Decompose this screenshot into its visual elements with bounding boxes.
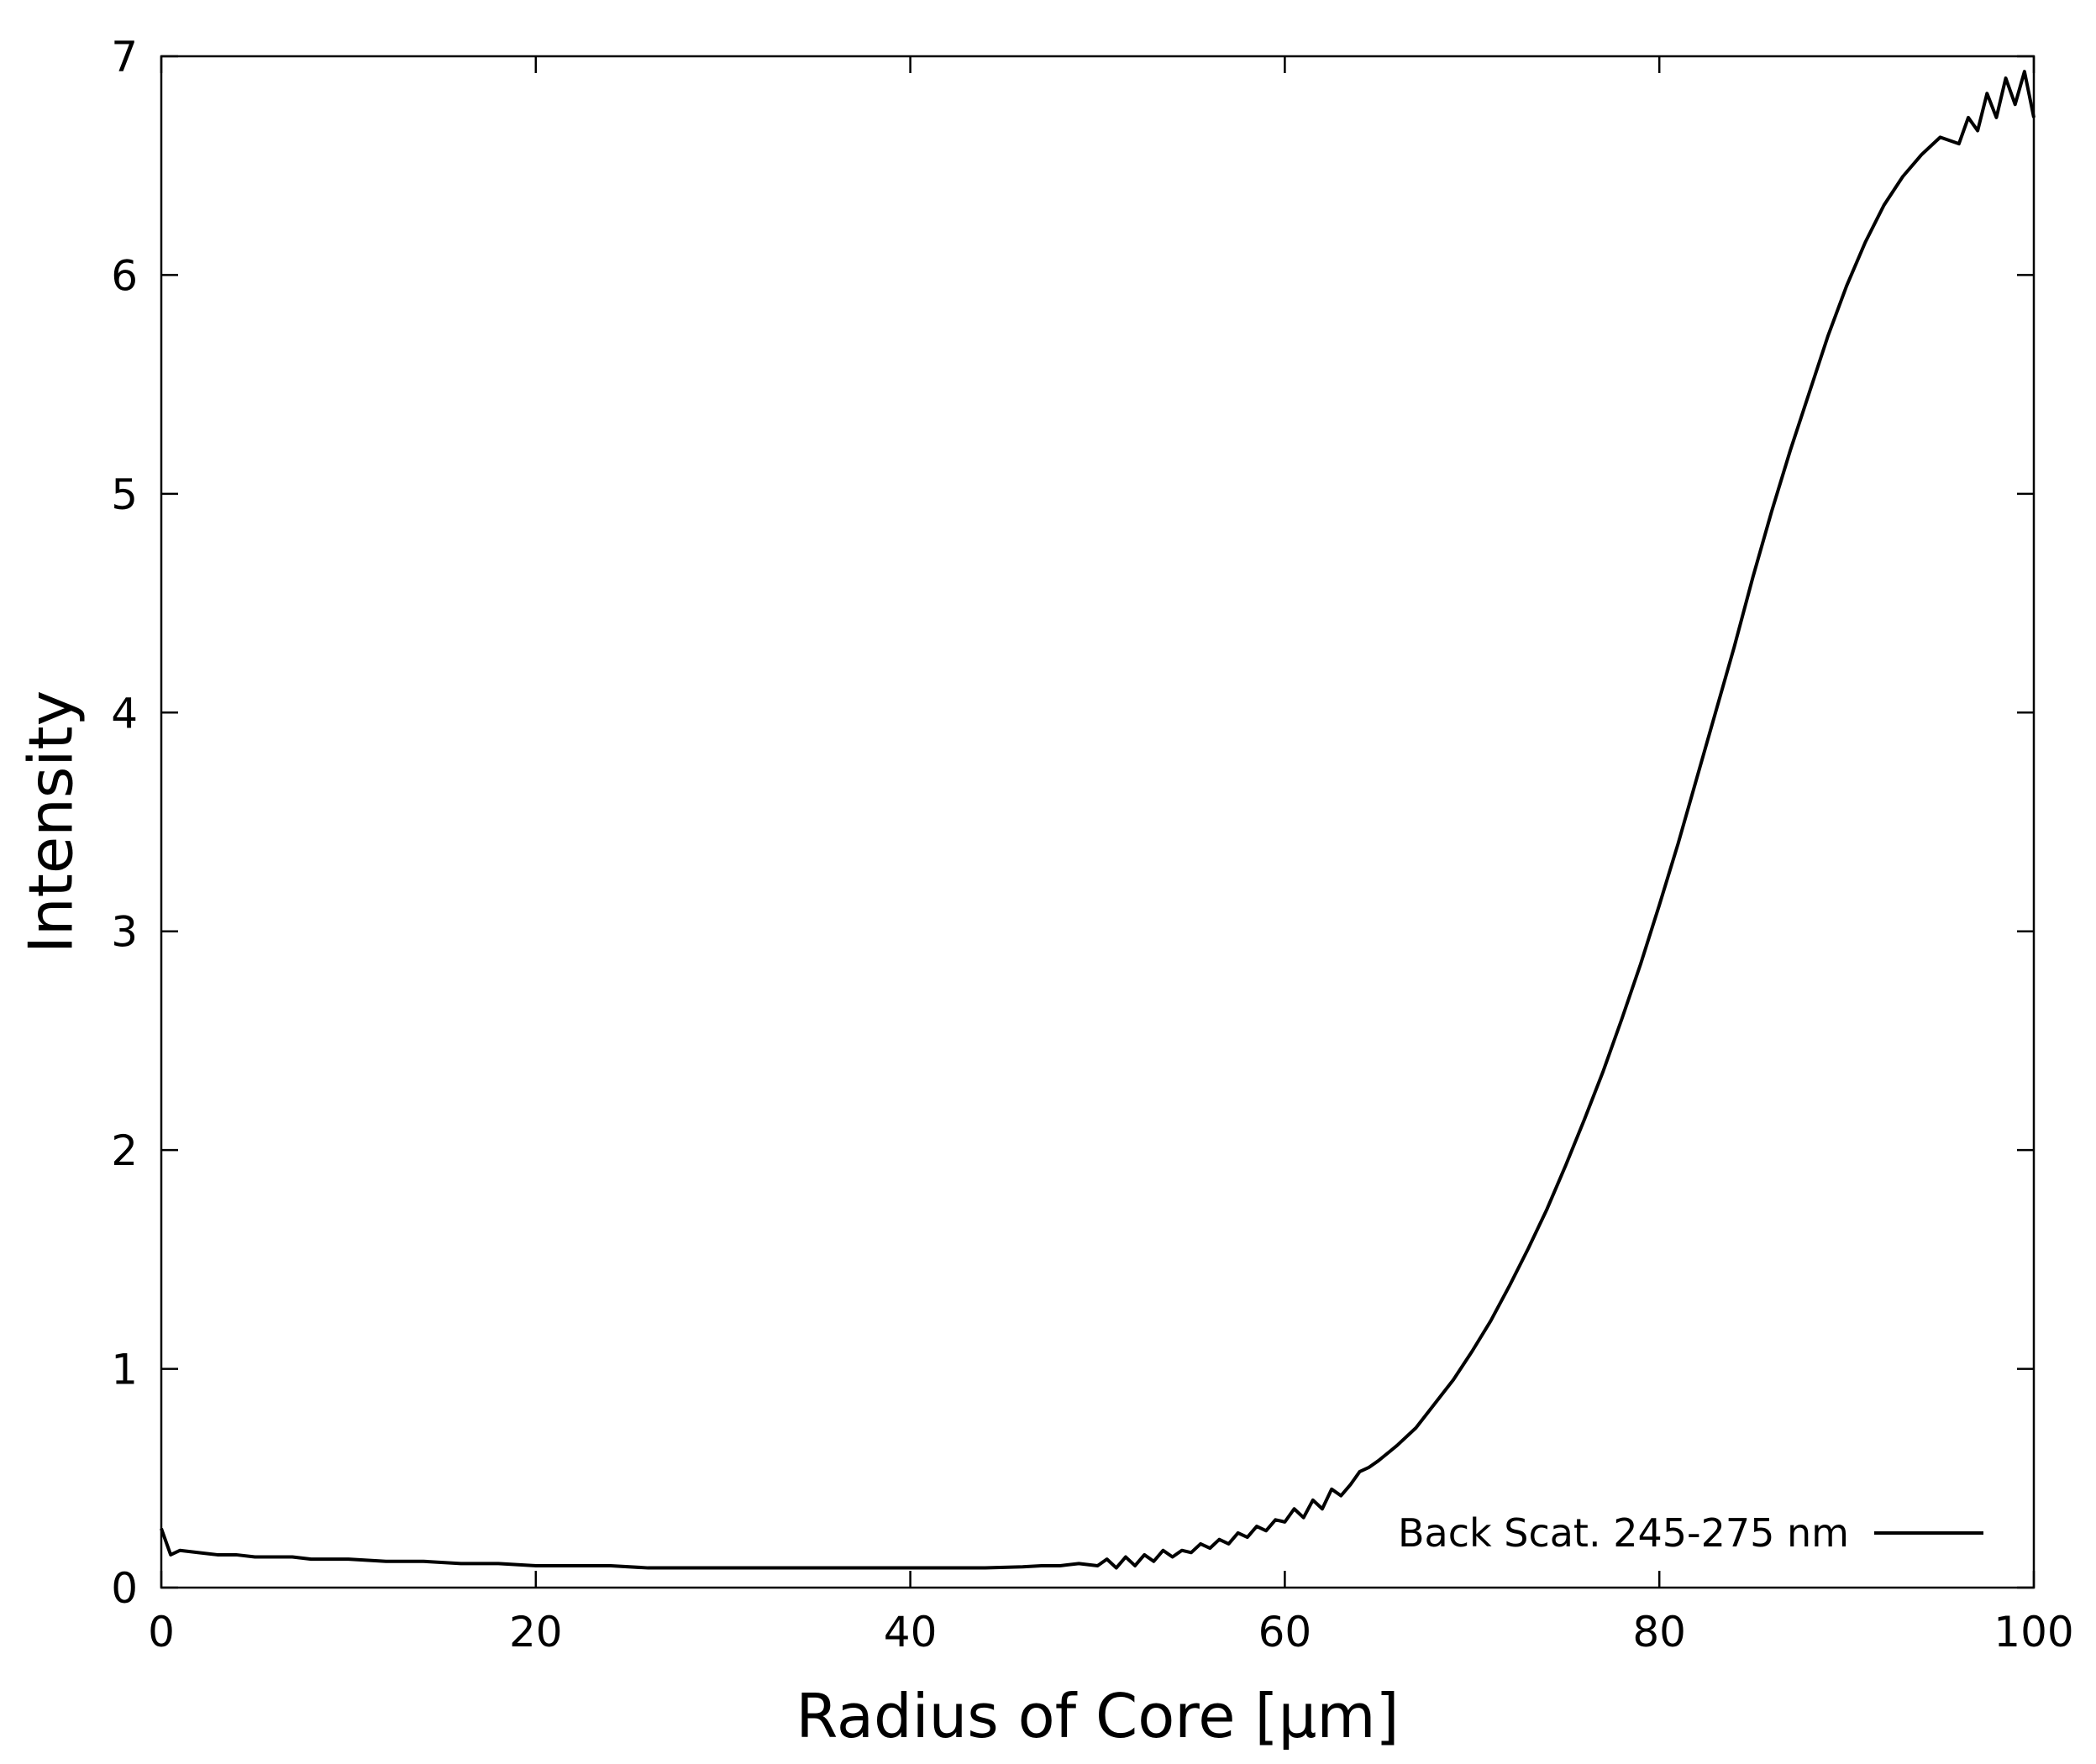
y-tick-label: 1 [111,1346,138,1394]
y-tick-label: 7 [111,33,138,81]
y-tick-label: 4 [111,689,138,738]
x-tick-label: 100 [1994,1608,2073,1656]
y-tick-label: 6 [111,251,138,300]
series-layer [160,70,2036,1570]
x-tick-label: 0 [148,1608,175,1656]
legend-label: Back Scat. 245-275 nm [1398,1510,1849,1556]
legend: Back Scat. 245-275 nm [1398,1510,1983,1556]
series-line [160,70,2036,1570]
plot-area-frame [160,55,2036,1589]
y-tick-label: 5 [111,470,138,519]
x-tick-labels: 0 20 40 60 80 100 [148,1608,2074,1656]
x-tick-label: 40 [884,1608,938,1656]
x-tick-label: 80 [1632,1608,1686,1656]
y-tick-labels: 0 1 2 3 4 5 6 7 [111,33,138,1613]
x-tick-label: 60 [1258,1608,1312,1656]
x-tick-label: 20 [509,1608,563,1656]
y-tick-label: 0 [111,1564,138,1613]
y-tick-label: 3 [111,908,138,957]
x-axis-title: Radius of Core [μm] [796,1681,1399,1751]
axis-ticks [160,55,2036,1589]
y-tick-label: 2 [111,1126,138,1175]
y-axis-title: Intensity [16,690,87,953]
